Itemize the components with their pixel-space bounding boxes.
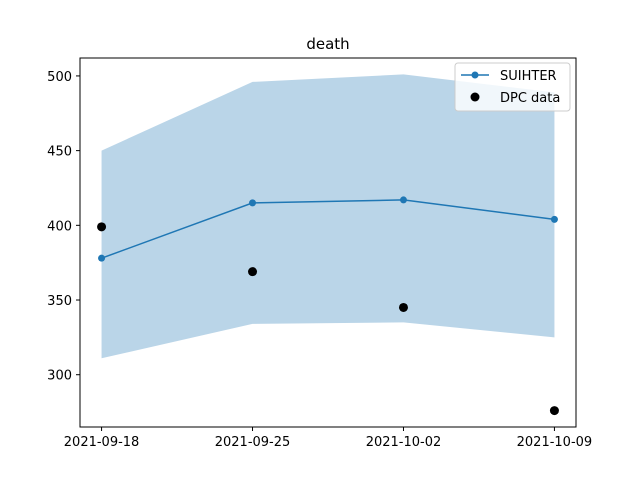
x-tick-label: 2021-09-18 [64,435,140,450]
legend-label-suihter: SUIHTER [500,69,557,84]
suihter-point [249,199,257,207]
dpc-data-point [549,406,559,416]
x-tick-label: 2021-10-02 [366,435,442,450]
y-axis: 300 350 400 450 500 [47,70,80,384]
dpc-data-point [398,302,408,312]
legend-marker-suihter [471,71,479,79]
suihter-point [550,215,558,223]
legend: SUIHTER DPC data [454,62,571,112]
suihter-confidence-band [101,74,555,359]
x-tick-label: 2021-10-09 [517,435,593,450]
x-tick-label: 2021-09-25 [215,435,291,450]
dpc-data-point [97,222,107,232]
legend-label-dpc: DPC data [500,91,560,106]
suihter-point [98,254,106,262]
chart-title: death [306,35,349,53]
y-tick-label: 500 [47,70,72,85]
y-tick-label: 350 [47,294,72,309]
plot-area [97,74,559,416]
suihter-point [399,196,407,204]
y-tick-label: 300 [47,369,72,384]
x-axis: 2021-09-18 2021-09-25 2021-10-02 2021-10-09 [64,427,592,450]
legend-marker-dpc [470,92,480,102]
suihter-line [101,199,555,259]
axes-frame [79,57,577,428]
y-tick-label: 450 [47,145,72,160]
y-tick-label: 400 [47,219,72,234]
dpc-data-point [248,267,258,277]
